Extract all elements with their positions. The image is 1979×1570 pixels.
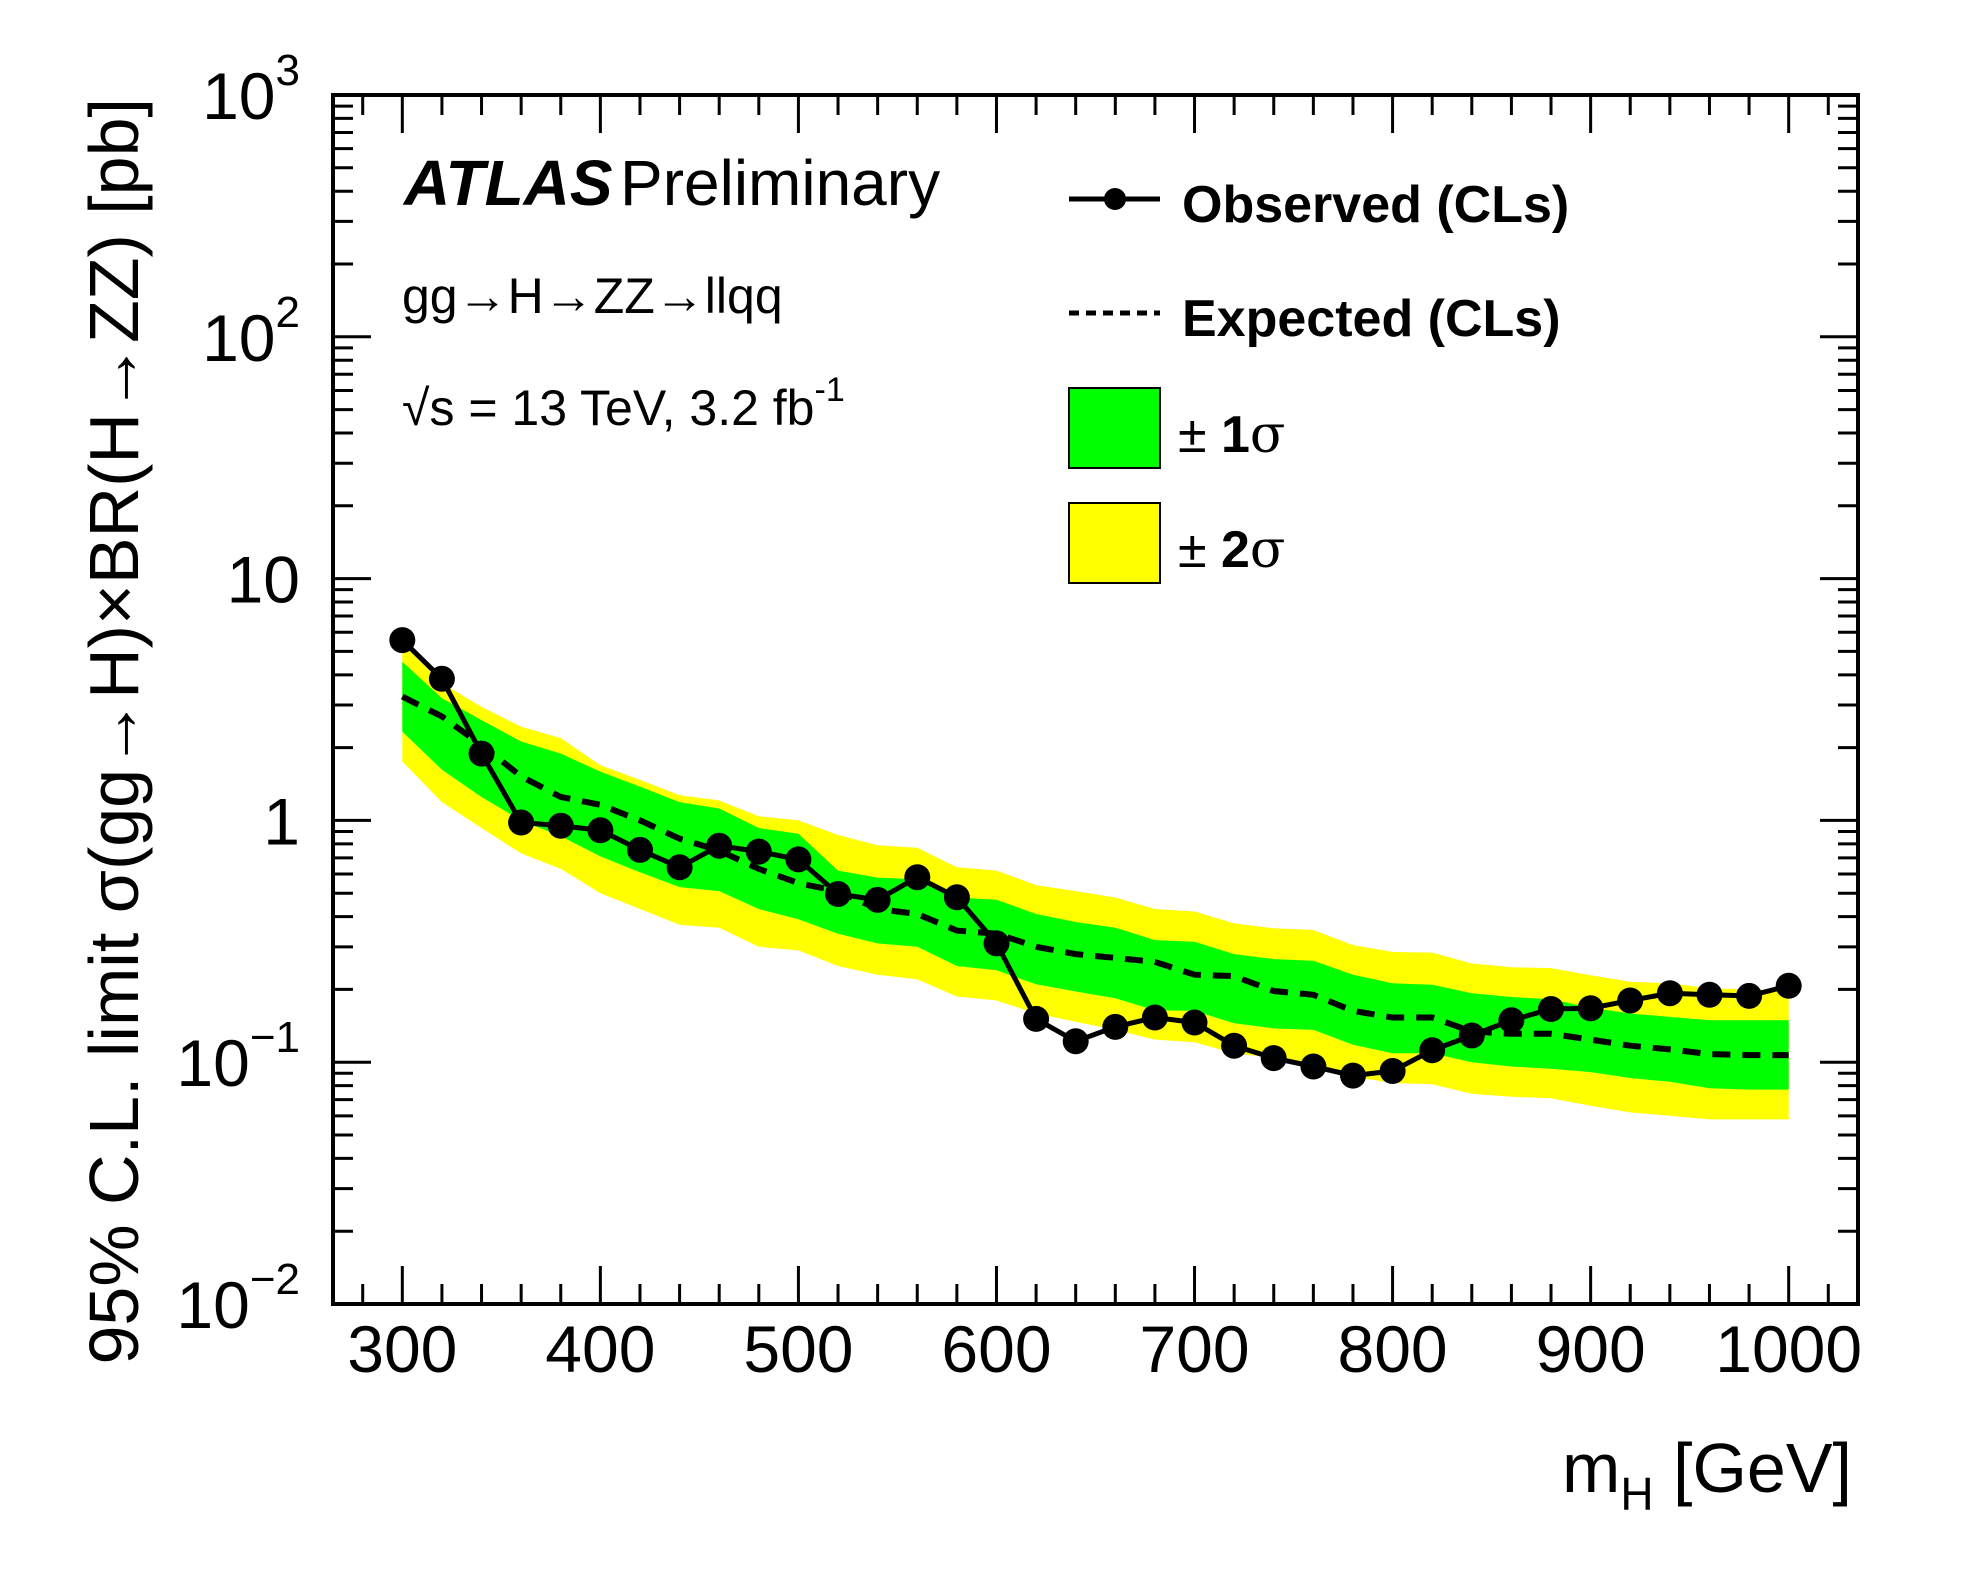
observed-point xyxy=(389,627,416,654)
x-tick-label: 300 xyxy=(347,1312,457,1386)
legend-band1-prefix: ± xyxy=(1178,406,1221,464)
observed-point xyxy=(1260,1045,1287,1072)
observed-point xyxy=(745,838,772,865)
observed-point xyxy=(1736,982,1763,1009)
legend-band2-sigma: σ xyxy=(1250,520,1286,580)
y-tick-label: 10−1 xyxy=(176,1013,300,1100)
legend-observed-marker xyxy=(1104,188,1126,210)
observed-point xyxy=(1300,1053,1327,1080)
x-axis-title-unit: [GeV] xyxy=(1654,1429,1852,1507)
y-axis-title: 95% C.L. limit σ(gg→H)×BR(H→ZZ) [pb] xyxy=(75,98,153,1365)
x-tick-label: 700 xyxy=(1139,1312,1249,1386)
observed-point xyxy=(1656,980,1683,1007)
x-tick-label: 600 xyxy=(941,1312,1051,1386)
observed-point xyxy=(1696,981,1723,1008)
observed-point xyxy=(904,864,931,891)
observed-point xyxy=(587,817,614,844)
observed-point xyxy=(1141,1004,1168,1031)
observed-point xyxy=(943,884,970,911)
legend-band2-prefix: ± xyxy=(1178,521,1221,579)
observed-point xyxy=(825,881,851,907)
observed-point xyxy=(706,832,733,859)
observed-point xyxy=(1775,972,1802,999)
x-tick-labels: 300 400 500 600 700 800 900 1000 xyxy=(347,1312,1862,1386)
y-tick-base: 10 xyxy=(176,1268,249,1342)
y-tick-label: 102 xyxy=(202,288,300,375)
observed-point xyxy=(627,836,653,863)
y-tick-label: 10−2 xyxy=(176,1255,300,1342)
x-axis-title-sub: H xyxy=(1620,1468,1653,1520)
legend-band2-num: 2 xyxy=(1221,521,1250,579)
legend-band1-sigma: σ xyxy=(1250,405,1286,465)
y-tick-label: 10 xyxy=(227,543,300,617)
y-tick-base: 10 xyxy=(202,301,275,375)
observed-point xyxy=(785,846,812,873)
observed-point xyxy=(1498,1007,1525,1034)
observed-point xyxy=(1538,996,1564,1022)
energy-sup: -1 xyxy=(815,371,845,409)
legend-band1: ± 1σ xyxy=(1068,387,1285,469)
observed-point xyxy=(1419,1037,1446,1064)
legend-band1-label: ± 1σ xyxy=(1178,405,1285,465)
sqrt-symbol: √ xyxy=(402,380,430,436)
atlas-label: ATLAS xyxy=(402,147,613,219)
observed-point xyxy=(1617,987,1644,1014)
observed-point xyxy=(547,812,574,839)
preliminary-label: Preliminary xyxy=(620,147,940,219)
observed-point xyxy=(1102,1013,1129,1040)
legend-observed: Observed (CLs) xyxy=(1069,176,1569,234)
observed-point xyxy=(1340,1062,1366,1089)
x-axis-title-main: m xyxy=(1562,1429,1620,1507)
expected-line xyxy=(400,693,1789,1059)
legend-band2-label: ± 2σ xyxy=(1178,520,1285,580)
legend: Observed (CLs) Expected (CLs) ± 1σ ± 2σ xyxy=(1068,176,1569,584)
x-tick-label: 900 xyxy=(1536,1312,1646,1386)
y-tick-exponent: −2 xyxy=(250,1255,300,1304)
y-tick-base: 10 xyxy=(176,1026,249,1100)
x-tick-label: 400 xyxy=(545,1312,655,1386)
observed-point xyxy=(666,854,693,881)
observed-point xyxy=(428,665,455,692)
observed-point xyxy=(1577,995,1604,1022)
x-tick-label: 1000 xyxy=(1715,1312,1862,1386)
y-tick-base: 1 xyxy=(263,784,300,858)
y-tick-base: 10 xyxy=(202,59,275,133)
legend-expected-label: Expected (CLs) xyxy=(1182,290,1561,348)
observed-point xyxy=(983,930,1010,957)
y-tick-base: 10 xyxy=(227,543,300,617)
observed-point xyxy=(468,740,495,767)
y-tick-label: 103 xyxy=(202,46,300,133)
x-tick-label: 500 xyxy=(743,1312,853,1386)
process-label: gg→H→ZZ→llqq xyxy=(402,268,783,324)
y-tick-exponent: 3 xyxy=(276,46,300,95)
y-tick-exponent: −1 xyxy=(250,1013,300,1062)
observed-point xyxy=(1458,1022,1485,1049)
legend-band2-swatch xyxy=(1068,502,1161,584)
observed-point xyxy=(1062,1028,1089,1055)
x-axis-title: mH [GeV] xyxy=(1562,1429,1852,1520)
axis-ticks xyxy=(333,95,1858,1306)
y-tick-label: 1 xyxy=(263,784,300,858)
plot-frame xyxy=(331,93,1860,1306)
legend-band2: ± 2σ xyxy=(1068,502,1285,584)
legend-band1-swatch xyxy=(1068,387,1161,469)
energy-label: √s = 13 TeV, 3.2 fb-1 xyxy=(402,371,845,436)
y-tick-exponent: 2 xyxy=(276,288,300,337)
observed-point xyxy=(1181,1009,1208,1036)
observed-point xyxy=(1379,1058,1406,1084)
x-tick-label: 800 xyxy=(1338,1312,1448,1386)
legend-expected: Expected (CLs) xyxy=(1069,290,1561,348)
observed-point xyxy=(864,886,891,913)
energy-text: s = 13 TeV, 3.2 fb xyxy=(429,380,814,436)
observed-markers xyxy=(389,627,1802,1089)
observed-point xyxy=(1221,1032,1248,1059)
legend-band1-num: 1 xyxy=(1221,406,1250,464)
observed-point xyxy=(508,809,535,836)
legend-observed-label: Observed (CLs) xyxy=(1182,176,1569,234)
observed-point xyxy=(1023,1005,1050,1032)
